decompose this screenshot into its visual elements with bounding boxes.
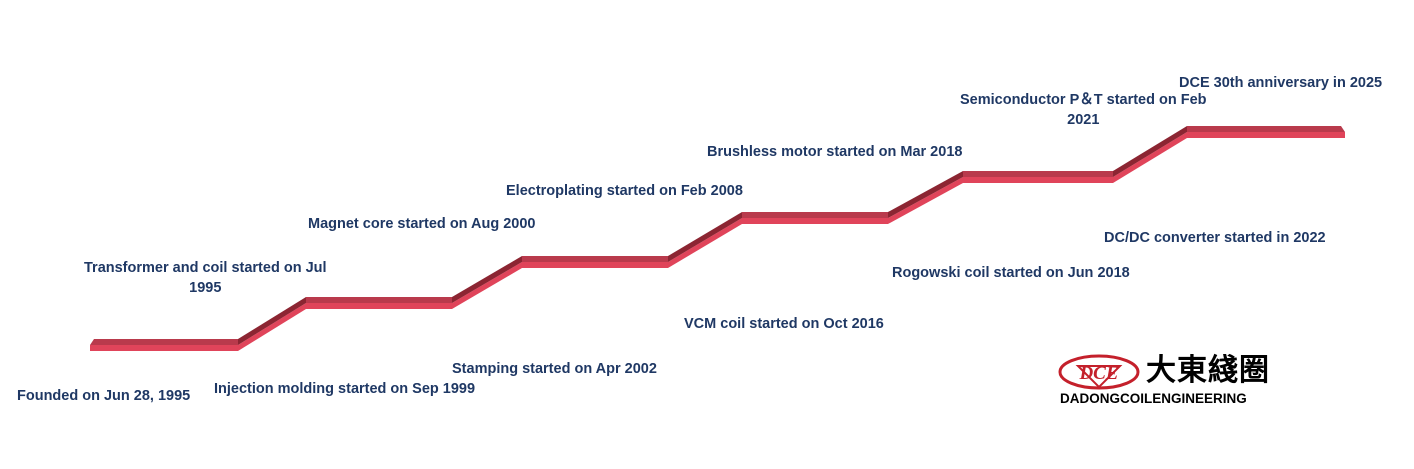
event-brushless-motor: Brushless motor started on Mar 2018	[707, 144, 963, 160]
step-front-10	[1187, 132, 1345, 138]
event-rogowski-coil: Rogowski coil started on Jun 2018	[892, 265, 1130, 281]
step-top-4	[522, 256, 668, 262]
event-transformer-coil: Transformer and coil started on Jul 1995	[84, 260, 327, 296]
step-top-6	[742, 212, 888, 218]
logo-english-name: DADONGCOILENGINEERING	[1060, 391, 1247, 406]
step-front-0	[90, 345, 238, 351]
riser-front-3	[452, 262, 522, 309]
riser-front-1	[238, 303, 306, 351]
step-top-0	[90, 339, 238, 345]
riser-front-9	[1113, 132, 1187, 183]
event-electroplating: Electroplating started on Feb 2008	[506, 183, 743, 199]
riser-front-5	[668, 218, 742, 268]
step-front-2	[306, 303, 452, 309]
step-top-2	[306, 297, 452, 303]
riser-top-5	[668, 212, 742, 262]
event-injection-molding: Injection molding started on Sep 1999	[214, 381, 476, 397]
logo-chinese-name: 大東綫圈	[1146, 353, 1270, 388]
step-front-4	[522, 262, 668, 268]
step-top-8	[963, 171, 1113, 177]
event-stamping: Stamping started on Apr 2002	[452, 361, 657, 377]
event-vcm-coil: VCM coil started on Oct 2016	[684, 316, 884, 332]
event-semiconductor: Semiconductor P＆T started on Feb 2021	[960, 92, 1207, 128]
riser-front-7	[888, 177, 963, 224]
riser-top-9	[1113, 126, 1187, 177]
riser-top-3	[452, 256, 522, 303]
riser-top-7	[888, 171, 963, 218]
step-top-10	[1187, 126, 1345, 132]
event-dcdc-converter: DC/DC converter started in 2022	[1104, 230, 1326, 246]
dce-emblem: DCE	[1058, 354, 1140, 390]
step-front-8	[963, 177, 1113, 183]
event-magnet-core: Magnet core started on Aug 2000	[308, 216, 536, 232]
dce-mark-text: DCE	[1078, 363, 1118, 384]
event-30th-anniversary: DCE 30th anniversary in 2025	[1179, 75, 1383, 91]
riser-top-1	[238, 297, 306, 345]
dce-logo: DCE 大東綫圈 DADONGCOILENGINEERING	[1058, 354, 1320, 408]
event-founded: Founded on Jun 28, 1995	[17, 388, 191, 404]
step-front-6	[742, 218, 888, 224]
